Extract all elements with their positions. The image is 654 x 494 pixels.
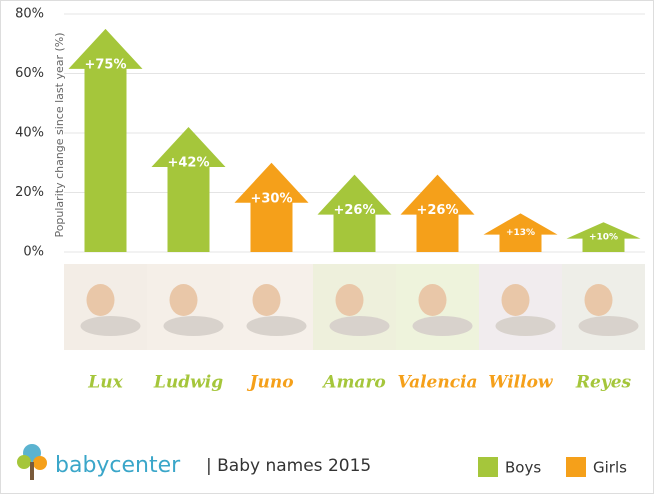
value-label: +13% [506,228,535,238]
photo-body [578,316,639,336]
arrow-bar [151,127,226,252]
category-label: Juno [246,373,293,393]
legend-swatch [478,457,498,477]
value-label: +10% [589,232,618,242]
photo-baby [169,284,198,316]
arrow-bar [566,222,641,252]
category-label: Reyes [575,373,632,393]
value-label: +26% [333,203,375,218]
photo-baby [252,284,281,316]
arrow-bar [68,28,143,252]
value-label: +42% [167,156,209,171]
photo-body [412,316,473,336]
photo-body [329,316,390,336]
brand: babycenter [55,453,181,478]
legend-label: Girls [593,459,627,477]
photo-body [80,316,141,336]
arrow-bar [317,174,392,252]
photo-body [495,316,556,336]
photo-body [163,316,224,336]
arrow-bar [483,213,558,252]
photo-body [246,316,307,336]
photo-baby [584,284,613,316]
value-label: +30% [250,191,292,206]
category-label: Lux [87,373,123,393]
brand-logo [17,444,47,480]
value-label: +75% [84,57,126,72]
category-label: Ludwig [153,373,223,393]
y-tick-label: 0% [23,245,44,260]
y-tick-label: 40% [15,126,44,141]
category-label: Amaro [321,373,386,393]
photo-baby [335,284,364,316]
photo-baby [86,284,115,316]
y-tick-label: 20% [15,185,44,200]
caption: | Baby names 2015 [206,456,371,476]
y-tick-label: 60% [15,66,44,81]
legend-swatch [566,457,586,477]
arrow-bar [234,162,309,252]
legend-label: Boys [505,459,541,477]
category-label: Willow [488,373,554,393]
y-axis-label: Popularity change since last year (%) [53,32,66,237]
photo-baby [501,284,530,316]
y-tick-label: 80% [15,7,44,22]
photo-baby [418,284,447,316]
value-label: +26% [416,203,458,218]
arrow-bar [400,174,475,252]
category-label: Valencia [397,373,477,393]
